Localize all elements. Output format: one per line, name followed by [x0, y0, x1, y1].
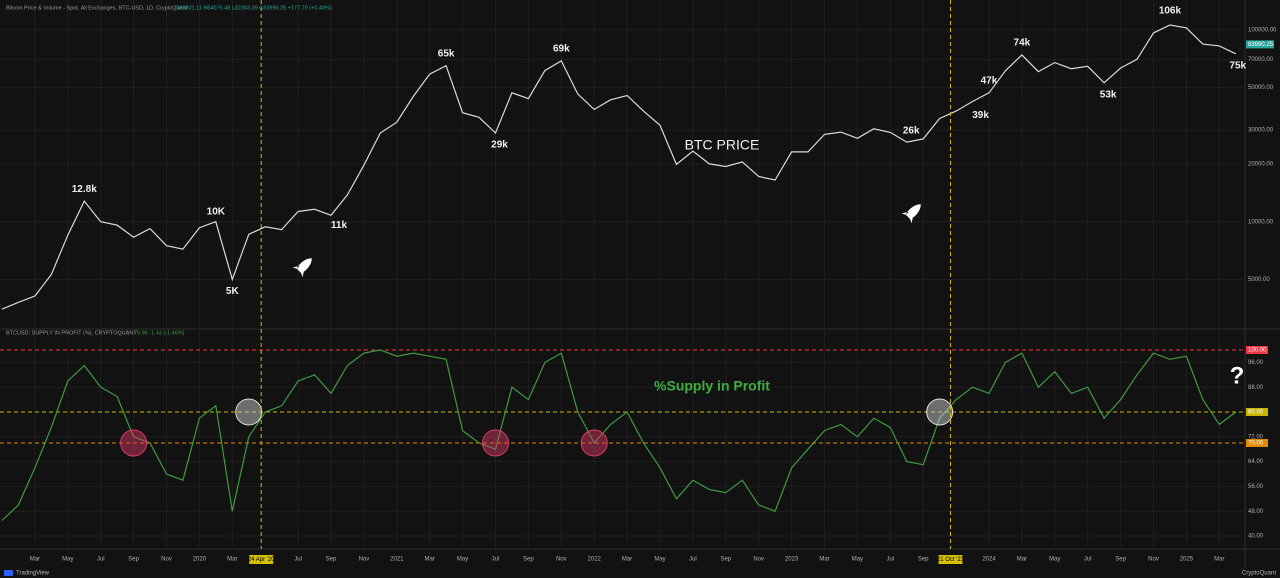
rocket-icon [901, 204, 921, 224]
x-tick-label: Jul [886, 557, 894, 563]
price-annotation: 75k [1229, 60, 1246, 71]
highlight-circle [235, 398, 263, 426]
y-tick-label: 48.00 [1248, 509, 1264, 515]
x-tick-label: Jul [97, 557, 105, 563]
x-tick-label: May [62, 557, 73, 563]
price-legend: Bitcoin Price & Volume - Spot, All Excha… [6, 5, 188, 11]
y-tick-label: 10000.00 [1248, 219, 1274, 225]
x-tick-label: Jul [492, 557, 500, 563]
x-tick-label: Mar [622, 557, 632, 563]
level-tag [1246, 408, 1268, 416]
level-tag-label: 70.00 [1248, 441, 1264, 447]
x-tick-label: Nov [359, 557, 370, 563]
y-tick-label: 88.00 [1248, 385, 1264, 391]
y-tick-label: 70000.00 [1248, 57, 1274, 63]
x-tick-label: Jul [294, 557, 302, 563]
highlight-circle [120, 429, 148, 457]
x-tick-label: Jul [689, 557, 697, 563]
tradingview-logo [4, 570, 13, 576]
series-line [1, 24, 1237, 310]
supply-legend-values: 79.96 -1.43 (-1.46%) [134, 330, 185, 336]
price-annotation: 12.8k [72, 184, 97, 195]
x-tick-label: Nov [556, 557, 567, 563]
x-tick-label: Nov [161, 557, 172, 563]
x-tick-label: Mar [819, 557, 829, 563]
series-line [1, 349, 1237, 521]
rocket-icon [292, 258, 312, 278]
x-tick-label: 2020 [193, 557, 207, 563]
price-annotation: 10K [207, 206, 226, 217]
footer-left: TradingView [16, 571, 50, 577]
x-tick-label: Sep [128, 557, 139, 563]
footer-right: CryptoQuant [1242, 571, 1276, 577]
level-tag [1246, 346, 1268, 354]
price-title: BTC PRICE [685, 137, 760, 153]
y-tick-label: 100000.00 [1248, 27, 1277, 33]
y-tick-label: 72.00 [1248, 434, 1264, 440]
y-tick-label: 40.00 [1248, 534, 1264, 540]
x-tick-label: 2025 [1180, 557, 1194, 563]
price-annotation: 26k [903, 126, 920, 137]
x-tick-label: Mar [227, 557, 237, 563]
date-marker-tag [938, 555, 963, 564]
x-tick-label: 2024 [982, 557, 996, 563]
highlight-circle [926, 398, 954, 426]
supply-legend: BTCUSD: SUPPLY IN PROFIT (%), CRYPTOQUAN… [6, 330, 137, 336]
x-tick-label: May [1049, 557, 1060, 563]
y-tick-label: 20000.00 [1248, 162, 1274, 168]
x-tick-label: Mar [425, 557, 435, 563]
level-tag [1246, 439, 1268, 447]
price-annotation: 74k [1014, 38, 1031, 49]
x-tick-label: 2022 [588, 557, 602, 563]
x-tick-label: 2023 [785, 557, 799, 563]
x-tick-label: May [654, 557, 665, 563]
level-tag-label: 80.00 [1248, 410, 1264, 416]
highlight-circle [580, 429, 608, 457]
date-marker-tag [249, 555, 274, 564]
x-tick-label: Sep [326, 557, 337, 563]
x-tick-label: Mar [1214, 557, 1224, 563]
x-tick-label: Sep [918, 557, 929, 563]
price-annotation: 69k [553, 43, 570, 54]
x-tick-label: Nov [753, 557, 764, 563]
x-tick-label: 2021 [390, 557, 404, 563]
question-mark: ? [1230, 362, 1245, 389]
x-tick-label: Sep [523, 557, 534, 563]
x-tick-label: Nov [1148, 557, 1159, 563]
x-tick-label: Mar [1017, 557, 1027, 563]
date-marker-label: 21 Oct '23 [937, 557, 965, 563]
y-tick-label: 56.00 [1248, 484, 1264, 490]
highlight-circle [482, 429, 509, 457]
supply-title: %Supply in Profit [654, 378, 770, 394]
price-annotation: 106k [1159, 6, 1182, 17]
price-annotation: 29k [491, 140, 508, 151]
y-tick-label: 30000.00 [1248, 128, 1274, 134]
level-tag-label: 100.00 [1248, 348, 1267, 354]
price-annotation: 5K [226, 286, 240, 297]
price-annotation: 53k [1100, 89, 1117, 100]
y-tick-label: 50000.00 [1248, 85, 1274, 91]
x-tick-label: May [457, 557, 468, 563]
x-tick-label: Jul [1084, 557, 1092, 563]
y-tick-label: 5000.00 [1248, 277, 1270, 283]
price-annotation: 39k [972, 110, 989, 121]
price-legend-values: O83801.11 H84076.48 L82303.39 C83990.25 … [175, 5, 332, 11]
x-tick-label: Mar [30, 557, 40, 563]
price-annotation: 47k [981, 75, 998, 86]
price-annotation: 11k [331, 220, 348, 231]
last-price-tag [1246, 40, 1274, 49]
date-marker-label: 24 Apr '20 [248, 557, 275, 563]
x-tick-label: May [852, 557, 863, 563]
x-tick-label: Sep [1115, 557, 1126, 563]
price-annotation: 65k [438, 48, 455, 59]
x-tick-label: Sep [720, 557, 731, 563]
last-price-label: 83990.25 [1248, 42, 1274, 48]
y-tick-label: 96.00 [1248, 360, 1264, 366]
chart-layer: Mar May Jul Sep Nov 2020 Mar Jul Sep Nov 2021 Mar Ma… [0, 0, 1277, 564]
y-tick-label: 64.00 [1248, 459, 1264, 465]
